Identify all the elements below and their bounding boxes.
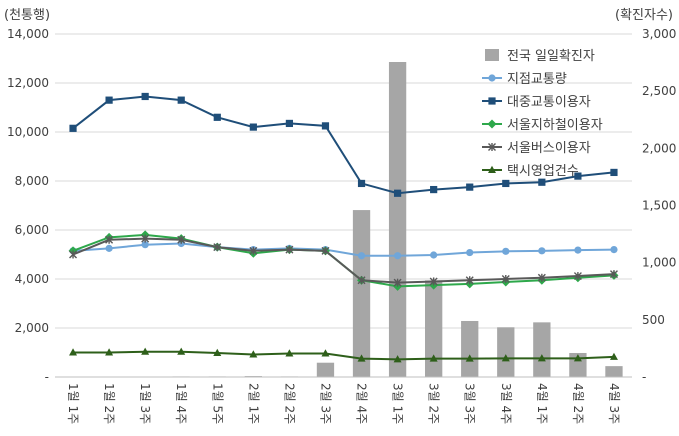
line-marker [574, 246, 581, 253]
x-tick-label: 3월 4주 [499, 383, 513, 424]
right-tick-label: 500 [642, 313, 665, 327]
x-tick-label: 4월 3주 [607, 383, 621, 424]
left-tick-label: 10,000 [7, 125, 49, 139]
line-marker [358, 252, 365, 259]
right-axis-label: (확진자수) [615, 4, 673, 23]
legend-label: 대중교통이용자 [507, 95, 591, 110]
series-line [73, 352, 614, 360]
left-tick-label: 4,000 [15, 272, 49, 286]
line-marker [394, 252, 401, 259]
x-tick-label: 2월 2주 [282, 383, 296, 424]
right-tick-label: 1,000 [642, 256, 676, 270]
line-marker [610, 246, 617, 253]
bar [353, 210, 370, 377]
legend-label: 지점교통량 [507, 72, 567, 87]
line-marker [69, 125, 76, 132]
line-marker [502, 180, 509, 187]
x-tick-label: 3월 2주 [427, 383, 441, 424]
legend-label: 서울지하철이용자 [507, 118, 603, 133]
bar [461, 321, 478, 377]
line-marker [286, 120, 293, 127]
x-tick-label: 2월 4주 [355, 383, 369, 424]
line-marker [214, 114, 221, 121]
right-tick-label: 1,500 [642, 199, 676, 213]
line-marker [322, 122, 329, 129]
x-tick-label: 3월 3주 [463, 383, 477, 424]
left-tick-label: 12,000 [7, 76, 49, 90]
legend-label: 택시영업건수 [507, 164, 579, 179]
left-tick-label: 14,000 [7, 27, 49, 41]
legend-label: 서울버스이용자 [507, 141, 591, 156]
x-tick-label: 1월 2주 [102, 383, 116, 424]
left-axis-label: (천통행) [4, 4, 50, 23]
x-tick-label: 2월 1주 [246, 383, 260, 424]
right-tick-label: 3,000 [642, 27, 676, 41]
line-marker [430, 186, 437, 193]
line-marker [105, 97, 112, 104]
line-marker [178, 97, 185, 104]
right-tick-label: 2,500 [642, 84, 676, 98]
line-marker [488, 74, 495, 81]
left-tick-label: - [45, 370, 49, 384]
x-tick-label: 4월 1주 [535, 383, 549, 424]
right-tick-label: 2,000 [642, 141, 676, 155]
bar [425, 280, 442, 377]
line-marker [250, 124, 257, 131]
x-tick-label: 1월 3주 [138, 383, 152, 424]
line-marker [430, 251, 437, 258]
bar [317, 363, 334, 377]
line-marker [142, 93, 149, 100]
line-marker [466, 249, 473, 256]
line-marker [538, 247, 545, 254]
right-tick-label: - [642, 370, 646, 384]
left-tick-label: 6,000 [15, 223, 49, 237]
left-tick-label: 2,000 [15, 321, 49, 335]
line-marker [466, 184, 473, 191]
line-marker [488, 120, 497, 129]
line-marker [358, 180, 365, 187]
x-tick-label: 1월 1주 [66, 383, 80, 424]
x-tick-label: 1월 4주 [174, 383, 188, 424]
legend-swatch [485, 49, 499, 61]
line-marker [105, 245, 112, 252]
bar [389, 62, 406, 377]
x-tick-label: 2월 3주 [318, 383, 332, 424]
bar [497, 327, 514, 377]
x-tick-label: 1월 5주 [210, 383, 224, 424]
line-marker [502, 248, 509, 255]
bar [533, 322, 550, 377]
line-marker [488, 97, 495, 104]
series-line [73, 243, 614, 255]
left-tick-label: 8,000 [15, 174, 49, 188]
bar [605, 366, 622, 377]
x-tick-label: 4월 2주 [571, 383, 585, 424]
line-marker [394, 190, 401, 197]
legend-label: 전국 일일확진자 [507, 49, 595, 64]
line-marker [610, 169, 617, 176]
x-tick-label: 3월 1주 [391, 383, 405, 424]
line-marker [538, 179, 545, 186]
